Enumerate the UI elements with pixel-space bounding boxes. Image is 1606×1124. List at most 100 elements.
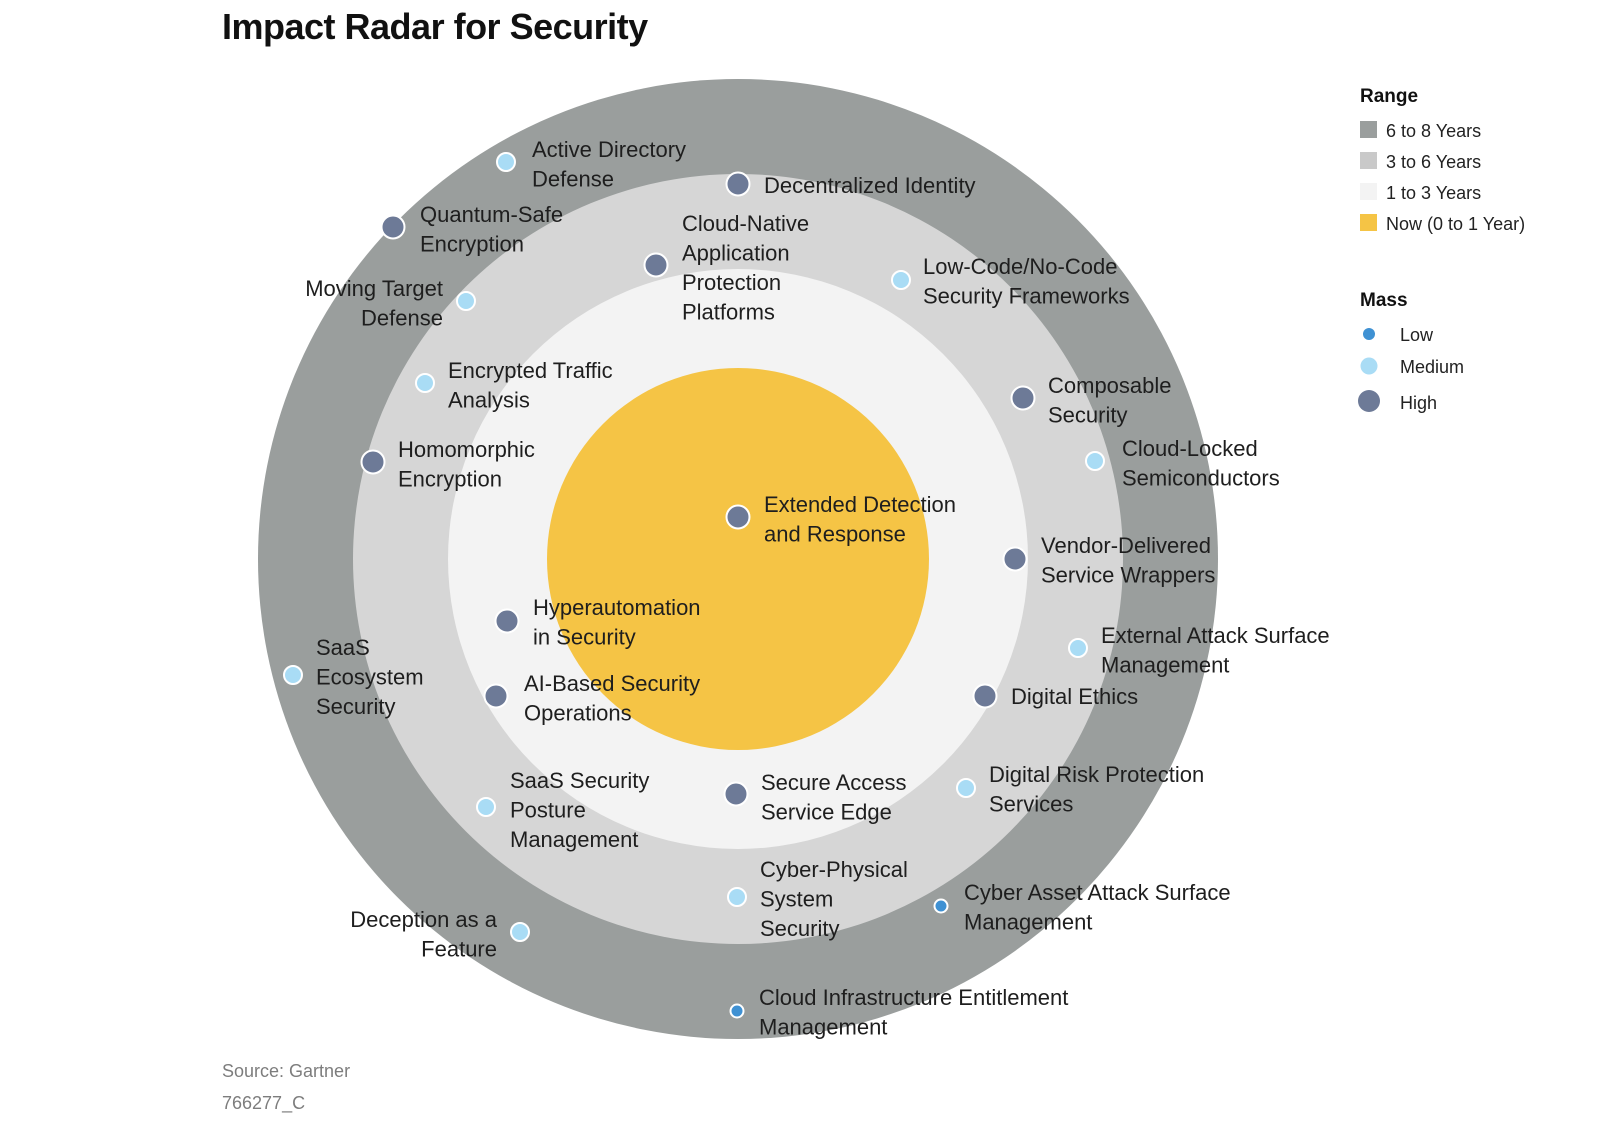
- technology-item: Vendor-Delivered Service Wrappers: [1002, 533, 1215, 588]
- technology-label-line: Extended Detection: [764, 492, 956, 517]
- legend-mass-item: High: [1358, 390, 1437, 413]
- technology-dot-medium: [476, 797, 496, 817]
- legend-swatch: [1360, 152, 1377, 169]
- technology-label-line: Defense: [532, 167, 614, 192]
- technology-dot-high: [725, 171, 751, 197]
- legend-range-item: 6 to 8 Years: [1360, 121, 1481, 141]
- technology-label-line: Application: [682, 241, 790, 266]
- legend-swatch: [1360, 214, 1377, 231]
- technology-label-line: Management: [759, 1015, 887, 1040]
- technology-item: External Attack Surface Management: [1068, 623, 1330, 678]
- technology-item: Extended Detection and Response: [725, 492, 956, 547]
- technology-label-line: Service Edge: [761, 800, 892, 825]
- technology-label-line: Encrypted Traffic: [448, 358, 613, 383]
- ring-now: [547, 368, 929, 750]
- technology-item: Quantum-Safe Encryption: [380, 202, 563, 257]
- technology-item: Encrypted Traffic Analysis: [415, 358, 613, 413]
- technology-label-line: Management: [510, 827, 638, 852]
- technology-label-line: Protection: [682, 270, 781, 295]
- legend-mass-label: Medium: [1400, 357, 1464, 377]
- legend-mass-item: Medium: [1360, 357, 1464, 377]
- technology-dot-low: [729, 1003, 745, 1019]
- technology-label-line: Semiconductors: [1122, 466, 1280, 491]
- technology-label: Low-Code/No-Code Security Frameworks: [923, 254, 1130, 309]
- technology-label-line: Hyperautomation: [533, 595, 701, 620]
- technology-label: Digital Risk Protection Services: [989, 762, 1204, 817]
- technology-label: Cyber Asset Attack Surface Management: [964, 880, 1231, 935]
- technology-item: Active Directory Defense: [496, 137, 686, 192]
- technology-label-line: System: [760, 887, 833, 912]
- technology-label-line: Secure Access: [761, 770, 907, 795]
- technology-label-line: Management: [1101, 653, 1229, 678]
- technology-item: Decentralized Identity: [725, 171, 976, 198]
- legend-mass-dot: [1358, 390, 1380, 412]
- technology-label: SaaS Security Posture Management: [510, 768, 649, 852]
- technology-label-line: Decentralized Identity: [764, 173, 976, 198]
- technology-dot-medium: [415, 373, 435, 393]
- technology-item: Homomorphic Encryption: [360, 437, 535, 492]
- technology-label-line: Quantum-Safe: [420, 202, 563, 227]
- technology-label-line: AI-Based Security: [524, 671, 700, 696]
- legend-mass-dot: [1360, 357, 1378, 375]
- technology-label: Cloud Infrastructure Entitlement Manageme…: [759, 985, 1068, 1040]
- legend-mass-label: Low: [1400, 325, 1434, 345]
- technology-dot-medium: [510, 922, 530, 942]
- technology-label-line: Security: [760, 916, 839, 941]
- technology-label-line: Deception as a: [350, 907, 498, 932]
- technology-label-line: Vendor-Delivered: [1041, 533, 1211, 558]
- technology-label-line: Encryption: [398, 467, 502, 492]
- legend-range-title: Range: [1360, 86, 1418, 107]
- legend-range-label: 1 to 3 Years: [1386, 183, 1481, 203]
- technology-item: Cyber-Physical System Security: [727, 857, 908, 941]
- technology-label-line: in Security: [533, 625, 636, 650]
- technology-item: SaaS Ecosystem Security: [283, 635, 424, 719]
- legend-mass-label: High: [1400, 393, 1437, 413]
- technology-label-line: Homomorphic: [398, 437, 535, 462]
- legend: Range 6 to 8 Years 3 to 6 Years 1 to 3 Y…: [1358, 86, 1525, 413]
- legend-range-label: 3 to 6 Years: [1386, 152, 1481, 172]
- technology-label-line: SaaS: [316, 635, 370, 660]
- technology-label: Deception as a Feature: [350, 907, 498, 962]
- technology-item: Low-Code/No-Code Security Frameworks: [891, 254, 1130, 309]
- technology-label-line: Platforms: [682, 300, 775, 325]
- technology-label: AI-Based Security Operations: [524, 671, 700, 726]
- legend-range-item: 1 to 3 Years: [1360, 183, 1481, 203]
- technology-item: Cloud-Native Application Protection Platfor…: [643, 211, 809, 325]
- technology-dot-medium: [456, 291, 476, 311]
- technology-label-line: Management: [964, 910, 1092, 935]
- technology-label-line: Cyber Asset Attack Surface: [964, 880, 1231, 905]
- technology-dot-high: [380, 214, 406, 240]
- legend-swatch: [1360, 183, 1377, 200]
- technology-dot-high: [1002, 546, 1028, 572]
- technology-dot-high: [494, 608, 520, 634]
- technology-label-line: Defense: [361, 306, 443, 331]
- technology-label: Cyber-Physical System Security: [760, 857, 908, 941]
- technology-dot-medium: [283, 665, 303, 685]
- legend-range-label: Now (0 to 1 Year): [1386, 214, 1525, 234]
- technology-item: Digital Ethics: [972, 683, 1138, 709]
- figure-code: 766277_C: [222, 1093, 306, 1113]
- technology-label-line: Services: [989, 792, 1073, 817]
- technology-label-line: Analysis: [448, 388, 530, 413]
- technology-dot-medium: [1085, 451, 1105, 471]
- technology-label-line: External Attack Surface: [1101, 623, 1330, 648]
- technology-dot-medium: [727, 887, 747, 907]
- technology-dot-high: [360, 449, 386, 475]
- technology-label-line: Digital Risk Protection: [989, 762, 1204, 787]
- technology-dot-medium: [496, 152, 516, 172]
- technology-label-line: Active Directory: [532, 137, 686, 162]
- legend-range-item: 3 to 6 Years: [1360, 152, 1481, 172]
- technology-item: Composable Security: [1010, 373, 1172, 428]
- legend-swatch: [1360, 121, 1377, 138]
- technology-label: Digital Ethics: [1011, 684, 1138, 709]
- technology-item: Moving Target Defense: [305, 276, 476, 331]
- technology-label-line: Cyber-Physical: [760, 857, 908, 882]
- technology-label: Quantum-Safe Encryption: [420, 202, 563, 257]
- technology-label-line: Feature: [421, 937, 497, 962]
- technology-points: Extended Detection and Response Cloud-Nati…: [283, 137, 1330, 1040]
- technology-item: AI-Based Security Operations: [483, 671, 700, 726]
- technology-dot-medium: [891, 270, 911, 290]
- technology-item: Hyperautomation in Security: [494, 595, 701, 650]
- technology-item: Deception as a Feature: [350, 907, 530, 962]
- legend-mass-title: Mass: [1360, 290, 1408, 311]
